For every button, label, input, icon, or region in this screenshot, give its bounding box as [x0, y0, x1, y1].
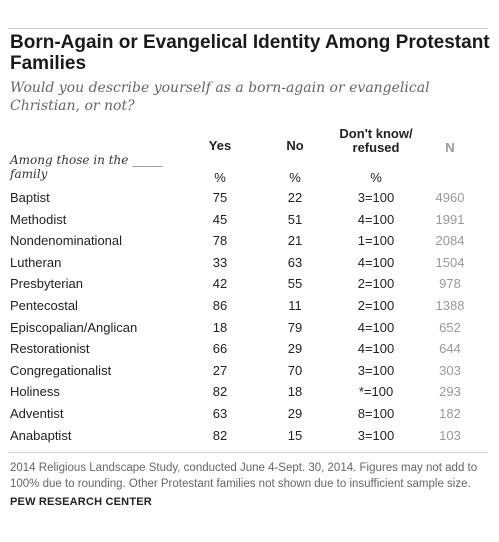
no-value: 22: [287, 190, 303, 205]
yes-value: 75: [212, 190, 228, 205]
col-header-no: No: [286, 138, 304, 153]
col-header-yes: Yes: [208, 138, 232, 153]
table-row: Lutheran 33 63 4=100 1504: [0, 252, 499, 274]
no-value: 51: [287, 211, 303, 227]
yes-value: 82: [212, 384, 228, 400]
n-value: 644: [439, 341, 461, 357]
dk-value: 4=100: [357, 319, 395, 335]
yes-value: 27: [212, 362, 228, 378]
yes-value: 45: [212, 211, 228, 227]
no-value: 21: [287, 233, 303, 249]
yes-value: 33: [212, 254, 228, 270]
no-value: 70: [287, 362, 303, 378]
table-row: Holiness 82 18 *=100 293: [0, 381, 499, 403]
n-value: 652: [439, 319, 461, 335]
no-value: 18: [287, 384, 303, 400]
dk-value: 4=100: [357, 211, 395, 227]
chart-title: Born-Again or Evangelical Identity Among…: [10, 32, 490, 74]
n-value: 1991: [435, 211, 465, 227]
n-value: 2084: [435, 233, 465, 249]
table-row: Congregationalist 27 70 3=100 303: [0, 360, 499, 382]
n-value: 103: [439, 427, 461, 443]
family-label: Methodist: [10, 211, 67, 227]
n-value: 978: [439, 276, 461, 292]
family-label: Adventist: [10, 406, 64, 421]
row-header-label: Among those in the _____ family: [10, 153, 163, 181]
no-value: 15: [287, 427, 303, 443]
table-row: Adventist 63 29 8=100 182: [0, 403, 499, 425]
yes-value: 82: [212, 427, 228, 443]
dk-value: 4=100: [357, 254, 395, 270]
no-value: 11: [288, 298, 302, 313]
dk-value: 1=100: [357, 233, 395, 249]
pct-dk: %: [370, 170, 382, 185]
family-label: Restorationist: [10, 341, 90, 357]
pct-no: %: [289, 170, 301, 185]
col-header-dk-line1: Don't know/: [339, 126, 413, 141]
chart-subtitle: Would you describe yourself as a born-ag…: [10, 80, 430, 114]
dk-value: 4=100: [357, 341, 395, 357]
table-frame: [8, 28, 488, 533]
family-label: Baptist: [10, 190, 50, 205]
bottom-rule: [8, 452, 488, 453]
no-value: 29: [287, 406, 303, 421]
dk-value: 3=100: [357, 190, 395, 205]
family-label: Holiness: [10, 384, 60, 400]
col-header-dk-line2: refused: [352, 140, 400, 155]
table-row: Anabaptist 82 15 3=100 103: [0, 425, 499, 447]
table-row: Nondenominational 78 21 1=100 2084: [0, 230, 499, 252]
col-header-n: N: [445, 140, 455, 155]
no-value: 79: [287, 319, 303, 335]
n-value: 4960: [435, 190, 465, 205]
table-row: Episcopalian/Anglican 18 79 4=100 652: [0, 317, 499, 339]
n-value: 1504: [435, 254, 465, 270]
family-label: Nondenominational: [10, 233, 123, 249]
n-value: 182: [439, 406, 461, 421]
dk-value: 2=100: [357, 298, 395, 313]
table-row: Baptist 75 22 3=100 4960: [0, 187, 499, 209]
table-row: Presbyterian 42 55 2=100 978: [0, 273, 499, 295]
n-value: 303: [439, 362, 461, 378]
yes-value: 63: [212, 406, 228, 421]
footnote: 2014 Religious Landscape Study, conducte…: [10, 462, 478, 490]
table-row: Pentecostal 86 11 2=100 1388: [0, 295, 499, 317]
table-row: Restorationist 66 29 4=100 644: [0, 338, 499, 360]
no-value: 29: [287, 341, 303, 357]
yes-value: 18: [212, 319, 228, 335]
yes-value: 86: [212, 298, 228, 313]
family-label: Lutheran: [10, 254, 62, 270]
table-row: Methodist 45 51 4=100 1991: [0, 209, 499, 231]
pct-yes: %: [214, 170, 226, 185]
family-label: Pentecostal: [10, 298, 78, 313]
family-label: Anabaptist: [10, 427, 72, 443]
dk-value: *=100: [358, 384, 394, 400]
source-credit: PEW RESEARCH CENTER: [10, 496, 152, 508]
yes-value: 78: [212, 233, 228, 249]
no-value: 55: [287, 276, 303, 292]
family-label: Episcopalian/Anglican: [10, 319, 138, 335]
family-label: Presbyterian: [10, 276, 83, 292]
dk-value: 3=100: [357, 362, 395, 378]
yes-value: 42: [212, 276, 228, 292]
dk-value: 2=100: [357, 276, 395, 292]
family-label: Congregationalist: [10, 362, 112, 378]
n-value: 1388: [435, 298, 465, 313]
no-value: 63: [287, 254, 303, 270]
n-value: 293: [439, 384, 461, 400]
dk-value: 3=100: [357, 427, 395, 443]
yes-value: 66: [212, 341, 228, 357]
dk-value: 8=100: [357, 406, 395, 421]
